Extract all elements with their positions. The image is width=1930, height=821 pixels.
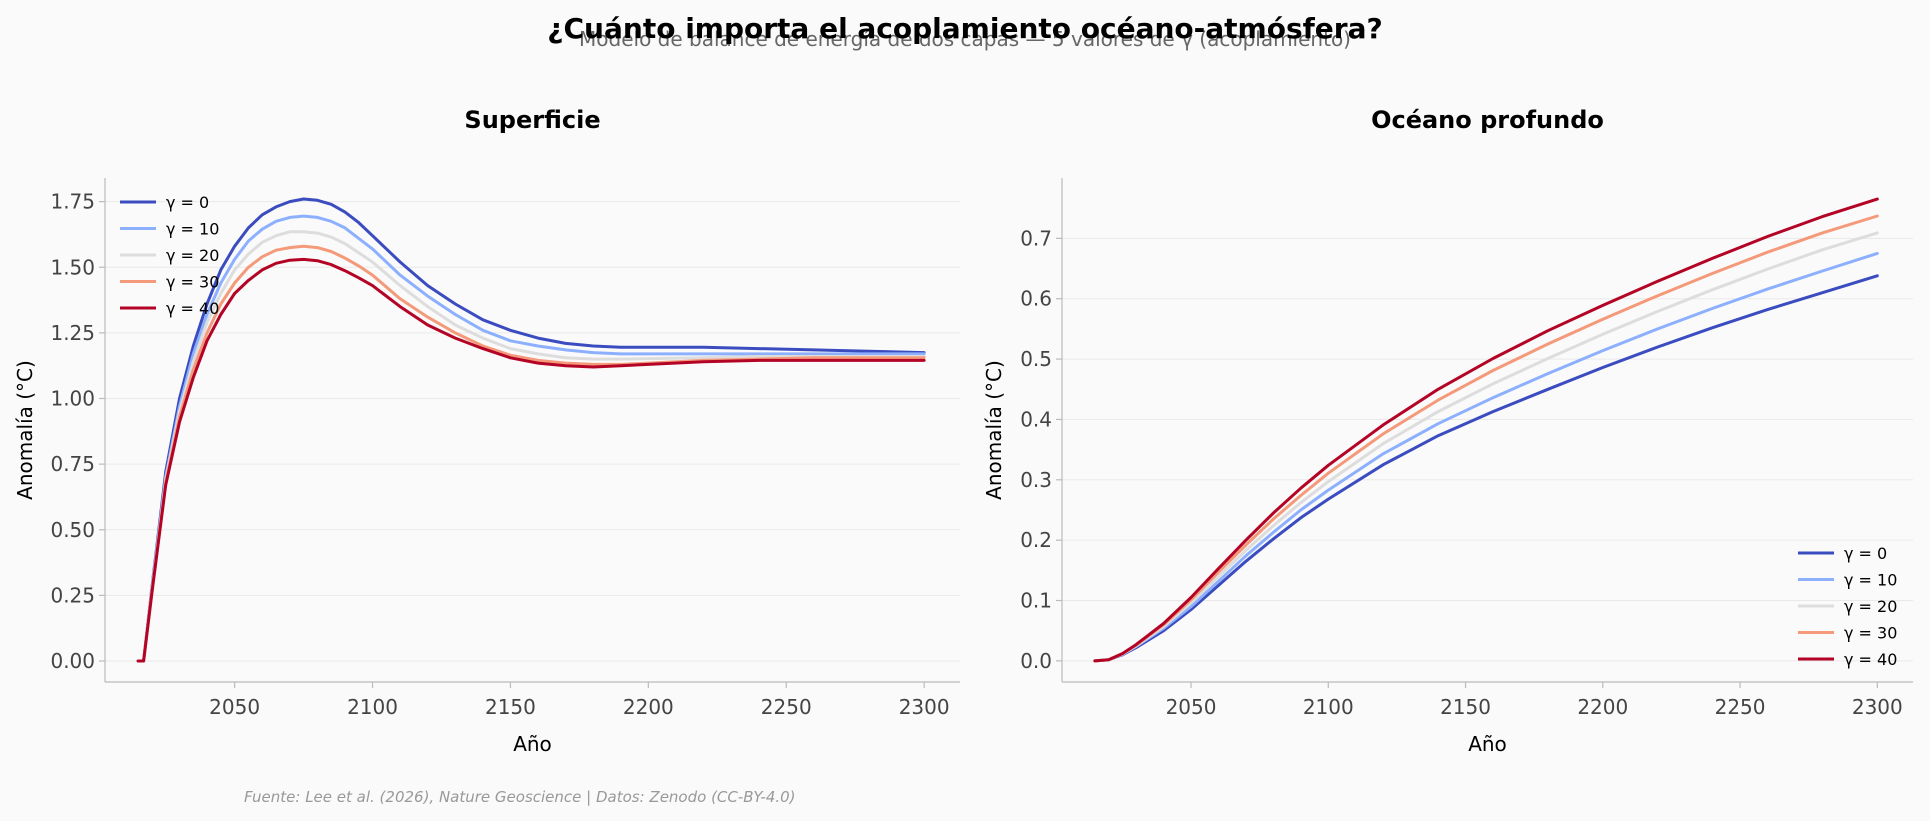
deep-ytick-label: 0.1: [1020, 589, 1052, 613]
deep-panel-title: Océano profundo: [1371, 106, 1604, 134]
surface-ytick-label: 0.00: [50, 649, 95, 673]
deep-xtick-label: 2100: [1303, 695, 1354, 719]
surface-legend-label: γ = 20: [166, 246, 219, 265]
deep-y-axis-label: Anomalía (°C): [982, 360, 1006, 500]
surface-ytick-label: 1.00: [50, 387, 95, 411]
deep-ocean-panel: Océano profundo 0.0 0.1 0.2 0.3 0.4 0.5 0.6 0.7 2…: [982, 106, 1913, 756]
deep-ytick-label: 0.3: [1020, 468, 1052, 492]
surface-xtick-label: 2150: [485, 695, 536, 719]
surface-ytick-label: 1.50: [50, 255, 95, 279]
surface-series-line-gamma-40: [136, 257, 926, 663]
deep-xtick-label: 2150: [1440, 695, 1491, 719]
deep-xtick-label: 2050: [1166, 695, 1217, 719]
surface-series-line-gamma-30: [136, 244, 926, 663]
surface-xtick-label: 2200: [623, 695, 674, 719]
surface-panel: Superficie 0.00 0.25 0.50 0.75 1.00 1.25 1.50 1.…: [13, 106, 960, 756]
deep-xtick-label: 2300: [1852, 695, 1903, 719]
surface-y-axis-label: Anomalía (°C): [13, 360, 37, 500]
deep-series-line-gamma-0: [1093, 274, 1879, 663]
surface-ytick-label: 1.75: [50, 190, 95, 214]
surface-legend: γ = 0 γ = 10 γ = 20 γ = 30 γ = 40: [120, 193, 219, 318]
deep-x-axis-label: Año: [1468, 732, 1507, 756]
deep-ytick-label: 0.5: [1020, 347, 1052, 371]
figure-title: ¿Cuánto importa el acoplamiento océano-a…: [547, 12, 1382, 45]
deep-legend-label: γ = 20: [1844, 597, 1897, 616]
deep-ytick-label: 0.7: [1020, 226, 1052, 250]
deep-ytick-label: 0.6: [1020, 287, 1052, 311]
deep-series-line-gamma-10: [1093, 251, 1879, 663]
surface-xtick-label: 2100: [347, 695, 398, 719]
deep-series-line-gamma-30: [1093, 214, 1879, 663]
deep-series-line-gamma-20: [1093, 231, 1879, 663]
deep-legend: γ = 0 γ = 10 γ = 20 γ = 30 γ = 40: [1798, 544, 1897, 669]
surface-x-axis-label: Año: [513, 732, 552, 756]
deep-xtick-label: 2200: [1577, 695, 1628, 719]
surface-xtick-label: 2300: [899, 695, 950, 719]
deep-legend-label: γ = 0: [1844, 544, 1887, 563]
deep-ytick-label: 0.4: [1020, 407, 1052, 431]
surface-legend-label: γ = 30: [166, 273, 219, 292]
deep-ytick-label: 0.0: [1020, 649, 1052, 673]
surface-legend-label: γ = 10: [166, 220, 219, 239]
surface-series-line-gamma-20: [136, 230, 926, 663]
deep-legend-label: γ = 30: [1844, 624, 1897, 643]
surface-ytick-label: 0.50: [50, 518, 95, 542]
surface-series-line-gamma-10: [136, 214, 926, 663]
surface-xtick-label: 2250: [761, 695, 812, 719]
deep-legend-label: γ = 10: [1844, 571, 1897, 590]
figure-subtitle: Modelo de balance de energía de dos capa…: [579, 27, 1351, 51]
deep-series-line-gamma-40: [1093, 197, 1879, 663]
deep-ytick-label: 0.2: [1020, 528, 1052, 552]
surface-series-line-gamma-0: [136, 197, 926, 663]
surface-legend-label: γ = 40: [166, 299, 219, 318]
surface-legend-label: γ = 0: [166, 193, 209, 212]
surface-ytick-label: 0.25: [50, 583, 95, 607]
surface-xtick-label: 2050: [209, 695, 260, 719]
surface-ytick-label: 1.25: [50, 321, 95, 345]
surface-ytick-label: 0.75: [50, 452, 95, 476]
deep-legend-label: γ = 40: [1844, 650, 1897, 669]
source-footer: Fuente: Lee et al. (2026), Nature Geosci…: [244, 788, 796, 806]
surface-panel-title: Superficie: [464, 106, 600, 134]
deep-xtick-label: 2250: [1715, 695, 1766, 719]
